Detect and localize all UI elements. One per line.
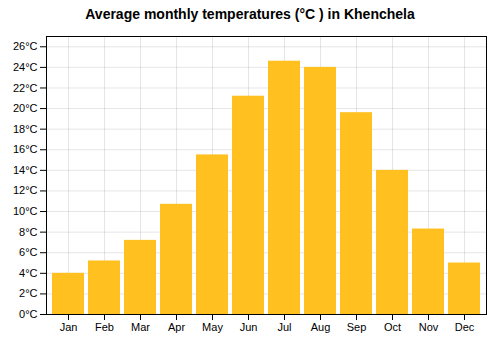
svg-text:Jan: Jan: [60, 321, 78, 333]
svg-text:Jun: Jun: [240, 321, 258, 333]
svg-text:Aug: Aug: [311, 321, 331, 333]
svg-text:14°C: 14°C: [13, 164, 38, 176]
svg-text:Mar: Mar: [131, 321, 150, 333]
svg-text:0°C: 0°C: [19, 308, 38, 320]
svg-text:22°C: 22°C: [13, 82, 38, 94]
svg-text:18°C: 18°C: [13, 123, 38, 135]
svg-text:6°C: 6°C: [19, 246, 38, 258]
svg-text:2°C: 2°C: [19, 287, 38, 299]
svg-text:10°C: 10°C: [13, 205, 38, 217]
svg-text:8°C: 8°C: [19, 226, 38, 238]
svg-text:12°C: 12°C: [13, 184, 38, 196]
svg-text:20°C: 20°C: [13, 102, 38, 114]
html-text:Average monthly temperatures (: Average monthly temperatures (°C ) in Kh…: [85, 6, 415, 22]
svg-text:Jul: Jul: [277, 321, 291, 333]
svg-text:16°C: 16°C: [13, 143, 38, 155]
svg-text:4°C: 4°C: [19, 267, 38, 279]
svg-text:Dec: Dec: [455, 321, 475, 333]
svg-text:24°C: 24°C: [13, 61, 38, 73]
svg-text:Apr: Apr: [168, 321, 185, 333]
svg-text:May: May: [202, 321, 223, 333]
svg-text:Feb: Feb: [95, 321, 114, 333]
svg-text:Nov: Nov: [419, 321, 439, 333]
svg-text:26°C: 26°C: [13, 40, 38, 52]
svg-text:Oct: Oct: [384, 321, 401, 333]
svg-text:Sep: Sep: [347, 321, 367, 333]
